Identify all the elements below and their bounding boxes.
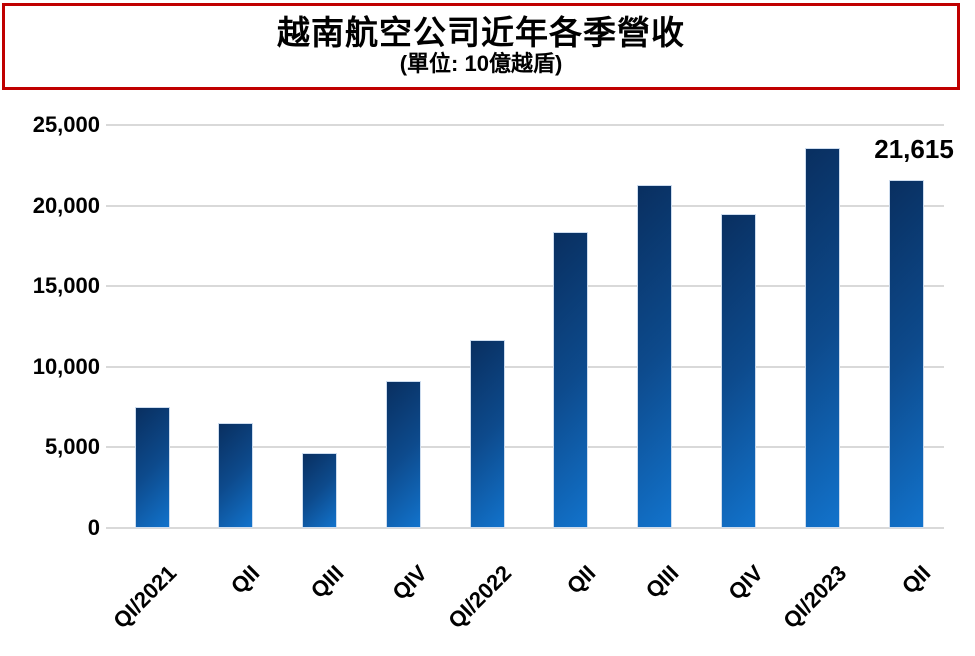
x-axis-label: QII	[226, 560, 265, 599]
gridline	[106, 446, 944, 449]
bar	[804, 148, 840, 528]
x-axis-label: QIII	[305, 560, 349, 604]
y-axis-label: 10,000	[32, 353, 100, 379]
bar	[637, 185, 673, 528]
y-axis-label: 25,000	[32, 112, 100, 137]
bar	[134, 407, 170, 528]
x-axis-label: QIV	[722, 560, 768, 605]
x-axis-label: QI/2022	[443, 560, 517, 634]
gridline	[106, 204, 944, 207]
data-label: 21,615	[874, 134, 954, 164]
bar	[302, 453, 338, 528]
y-axis-label: 0	[87, 515, 100, 540]
y-axis-label: 15,000	[32, 273, 100, 299]
x-axis-label: QI/2023	[778, 560, 852, 634]
x-axis-label: QIII	[640, 560, 684, 604]
chart-subtitle: (單位: 10億越盾)	[399, 51, 563, 77]
y-axis-label: 5,000	[44, 434, 100, 460]
x-axis-label: QIV	[387, 560, 433, 605]
x-axis-label: QI/2021	[107, 560, 181, 634]
bar	[469, 340, 505, 528]
bar	[385, 381, 421, 528]
gridline	[106, 527, 944, 529]
bar	[218, 423, 254, 528]
y-axis-label: 20,000	[32, 192, 100, 218]
chart-title: 越南航空公司近年各季營收	[277, 14, 685, 52]
x-axis-label: QII	[561, 560, 600, 599]
chart-title-box: 越南航空公司近年各季營收 (單位: 10億越盾)	[2, 3, 960, 90]
x-axis-label: QII	[896, 560, 936, 599]
gridline	[106, 365, 944, 368]
gridline	[106, 124, 944, 126]
bar	[553, 232, 589, 528]
bar	[720, 213, 756, 528]
gridline	[106, 285, 944, 288]
bar	[888, 179, 924, 528]
